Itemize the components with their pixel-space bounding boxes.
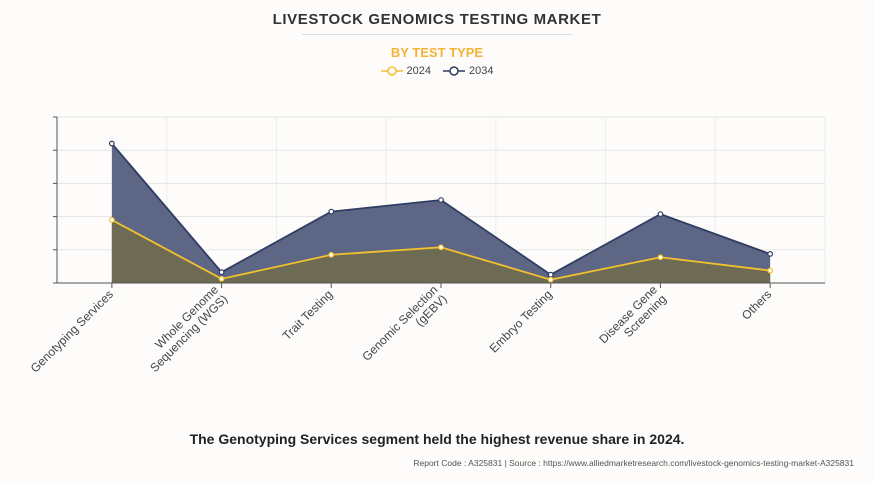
legend: 2024 2034 <box>0 65 874 77</box>
data-point-2034 <box>767 251 774 257</box>
title-divider <box>302 34 572 35</box>
legend-item-2024[interactable]: 2024 <box>380 65 431 77</box>
x-tick-label-line: Genomic Selection <box>359 283 440 364</box>
data-point-2034 <box>108 140 115 147</box>
x-tick-label: Genomic Selection(gEBV) <box>359 283 449 373</box>
data-point-2024 <box>108 217 115 223</box>
data-point-2024 <box>328 251 335 258</box>
source-note: Report Code : A325831 | Source : https:/… <box>413 458 854 468</box>
data-point-2024 <box>767 267 774 274</box>
x-tick-label: Embryo Testing <box>487 287 555 355</box>
data-point-2034 <box>328 208 335 215</box>
x-tick-label-line: Trait Testing <box>280 287 336 343</box>
data-point-2034 <box>657 211 664 218</box>
legend-marker-2034 <box>443 66 465 76</box>
data-point-2024 <box>218 275 225 282</box>
legend-marker-2024 <box>380 66 403 76</box>
x-tick-label: Trait Testing <box>280 287 336 343</box>
x-tick-label: Disease GeneScreening <box>596 282 669 355</box>
x-tick-label-line: Others <box>739 287 774 322</box>
data-point-2034 <box>547 271 554 278</box>
x-tick-label-line: Embryo Testing <box>487 287 555 355</box>
legend-item-2034[interactable]: 2034 <box>443 65 493 77</box>
data-point-2034 <box>218 269 225 276</box>
x-tick-label: Whole GenomeSequencing (WGS) <box>138 282 230 374</box>
data-point-2034 <box>438 197 444 203</box>
chart-title: LIVESTOCK GENOMICS TESTING MARKET <box>272 11 602 28</box>
data-point-2024 <box>657 254 664 261</box>
area-fill-2034 <box>111 143 771 283</box>
legend-label-2024: 2024 <box>406 65 431 77</box>
x-tick-label: Genotyping Services <box>28 287 116 375</box>
x-tick-label: Others <box>739 287 774 322</box>
data-point-2024 <box>547 276 554 283</box>
legend-label-2034: 2034 <box>469 65 494 77</box>
chart-subtitle: BY TEST TYPE <box>390 45 484 60</box>
chart-caption: The Genotyping Services segment held the… <box>189 431 685 447</box>
x-tick-label-line: Genotyping Services <box>28 287 116 375</box>
data-point-2024 <box>438 244 444 251</box>
